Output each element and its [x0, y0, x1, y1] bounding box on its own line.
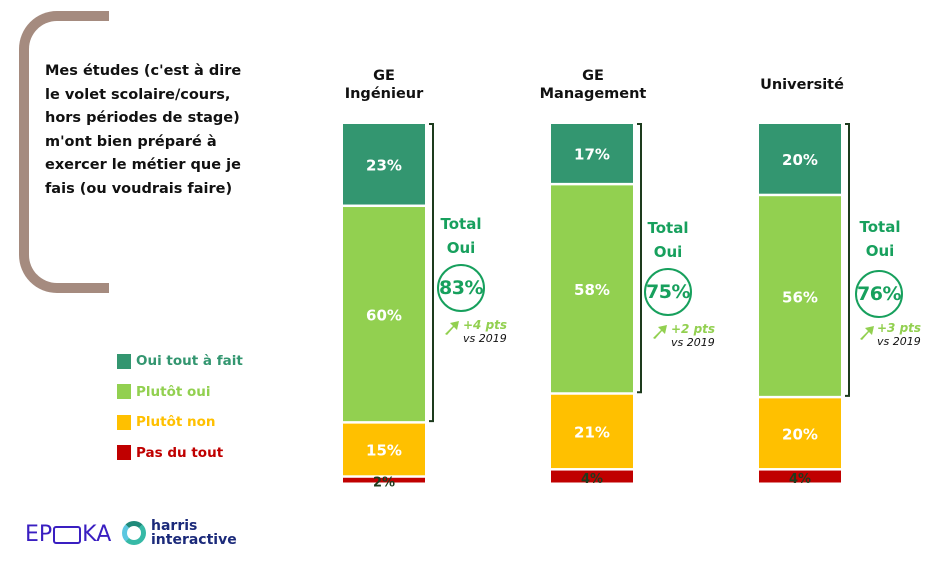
- bar-segment-plut-t-oui: [759, 196, 841, 396]
- harris-logo-line: interactive: [151, 532, 237, 548]
- bar-segment-plut-t-non: [759, 398, 841, 469]
- epoka-logo-text: KA: [82, 522, 112, 547]
- total-oui-value: 83%: [437, 264, 485, 312]
- trend-up-arrow-icon: [860, 326, 874, 340]
- delta-value: +3 pts: [877, 321, 922, 335]
- data-label: 21%: [574, 424, 610, 442]
- total-oui-value: 76%: [855, 270, 903, 318]
- bar-segment-pas-du-tout: [343, 477, 425, 483]
- delta-vs-2019: +3 pts vs 2019: [877, 321, 922, 349]
- category-title-ge-management: GE Management: [513, 67, 673, 103]
- data-label: 4%: [581, 472, 603, 487]
- bar-segment-oui-tout-fait: [759, 124, 841, 194]
- delta-value: +2 pts: [671, 322, 716, 336]
- total-oui-bracket: [429, 123, 434, 423]
- category-title-line: Management: [539, 86, 647, 102]
- legend: Oui tout à fait Plutôt oui Plutôt non Pa…: [117, 346, 243, 468]
- total-oui-bracket: [845, 123, 850, 397]
- question-bracket: [19, 11, 109, 293]
- legend-label: Plutôt oui: [136, 383, 211, 400]
- total-label-line: Total: [440, 215, 482, 233]
- legend-label: Plutôt non: [136, 414, 216, 431]
- delta-reference: vs 2019: [463, 332, 507, 345]
- data-label: 17%: [574, 146, 610, 164]
- harris-interactive-logo: harris interactive: [122, 519, 237, 547]
- total-oui-value-text: 83%: [439, 277, 483, 299]
- category-title-ge-ingenieur: GE Ingénieur: [304, 67, 464, 103]
- delta-vs-2019: +4 pts vs 2019: [463, 318, 508, 346]
- legend-swatch: [117, 445, 131, 461]
- total-oui-label: Total Oui: [850, 215, 910, 263]
- total-label-line: Total: [859, 218, 901, 236]
- data-label: 15%: [366, 442, 402, 460]
- harris-logo-line: harris: [151, 518, 198, 534]
- category-title-line: Université: [760, 77, 844, 93]
- legend-swatch: [117, 353, 131, 369]
- delta-reference: vs 2019: [671, 336, 715, 349]
- harris-logo-text: harris interactive: [151, 519, 237, 547]
- bar-segment-pas-du-tout: [551, 470, 633, 483]
- total-oui-value-text: 75%: [646, 281, 690, 303]
- legend-item: Oui tout à fait: [117, 346, 243, 377]
- epoka-logo: EP KA: [25, 522, 111, 547]
- question-text: Mes études (c'est à dire le volet scolai…: [45, 63, 242, 197]
- category-title-line: GE: [582, 68, 604, 84]
- harris-ring-icon: [122, 521, 146, 545]
- data-label: 20%: [782, 151, 818, 169]
- bar-segment-plut-t-oui: [551, 185, 633, 393]
- legend-item: Pas du tout: [117, 438, 243, 469]
- total-oui-value-text: 76%: [857, 283, 901, 305]
- bar-segment-plut-t-non: [343, 423, 425, 476]
- total-oui-value: 75%: [644, 268, 692, 316]
- total-label-line: Oui: [446, 239, 476, 257]
- legend-swatch: [117, 384, 131, 400]
- category-title-universite: Université: [722, 76, 882, 94]
- bar-segment-plut-t-non: [551, 394, 633, 469]
- data-label: 20%: [782, 425, 818, 443]
- delta-reference: vs 2019: [877, 335, 921, 348]
- bar-segment-oui-tout-fait: [343, 124, 425, 205]
- category-title-line: Ingénieur: [344, 86, 424, 102]
- data-label: 2%: [373, 475, 395, 490]
- trend-up-arrow-icon: [445, 321, 459, 335]
- data-label: 56%: [782, 288, 818, 306]
- total-oui-bracket: [637, 123, 642, 394]
- data-label: 4%: [789, 472, 811, 487]
- data-label: 23%: [366, 157, 402, 175]
- category-title-line: GE: [373, 68, 395, 84]
- data-label: 58%: [574, 281, 610, 299]
- total-label-line: Oui: [653, 243, 683, 261]
- legend-label: Oui tout à fait: [136, 353, 243, 370]
- total-oui-label: Total Oui: [638, 216, 698, 264]
- total-oui-label: Total Oui: [431, 212, 491, 260]
- legend-label: Pas du tout: [136, 444, 224, 461]
- legend-item: Plutôt oui: [117, 377, 243, 408]
- delta-vs-2019: +2 pts vs 2019: [671, 322, 716, 350]
- bar-segment-oui-tout-fait: [551, 124, 633, 183]
- bar-segment-pas-du-tout: [759, 470, 841, 483]
- delta-value: +4 pts: [463, 318, 508, 332]
- legend-swatch: [117, 414, 131, 430]
- epoka-logo-o-shape: [53, 525, 82, 544]
- trend-up-arrow-icon: [653, 325, 667, 339]
- data-label: 60%: [366, 306, 402, 324]
- bar-segment-plut-t-oui: [343, 207, 425, 422]
- total-label-line: Total: [647, 219, 689, 237]
- total-label-line: Oui: [865, 242, 895, 260]
- epoka-logo-text: EP: [25, 522, 53, 547]
- legend-item: Plutôt non: [117, 407, 243, 438]
